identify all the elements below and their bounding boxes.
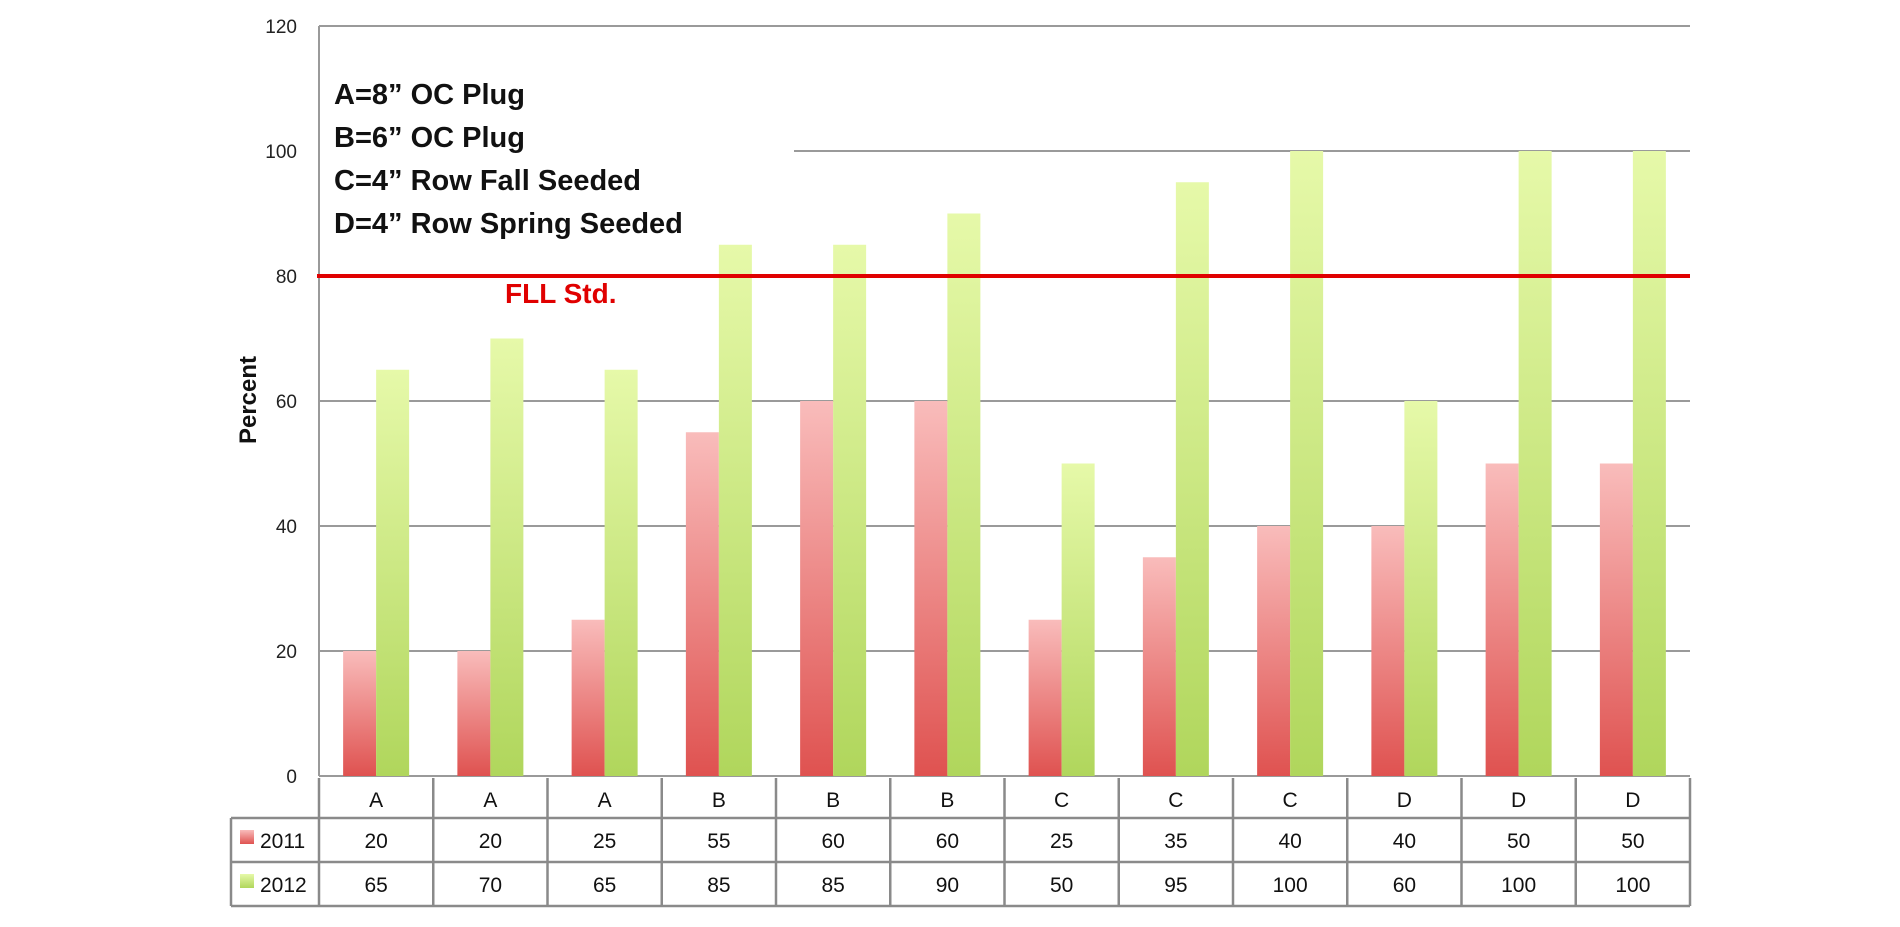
bar-2011 (1371, 526, 1405, 776)
data-label: 35 (1164, 830, 1187, 853)
data-label: 20 (479, 830, 502, 853)
data-label: 60 (1393, 874, 1416, 897)
x-category-label: C (1283, 789, 1298, 812)
x-category-label: C (1168, 789, 1183, 812)
bar-2012 (1404, 401, 1438, 776)
bar-2011 (1028, 619, 1062, 776)
x-category-label: A (483, 789, 497, 812)
bar-2011 (685, 432, 719, 776)
data-label: 85 (707, 874, 730, 897)
bar-2012 (718, 244, 752, 776)
bar-2012 (376, 369, 410, 776)
data-label: 70 (479, 874, 502, 897)
annotation-text: D=4” Row Spring Seeded (334, 208, 683, 240)
bar-2011 (457, 651, 491, 776)
bar-2012 (1061, 463, 1095, 776)
x-category-label: B (826, 789, 840, 812)
x-category-label: A (369, 789, 383, 812)
legend-label: 2011 (260, 830, 305, 853)
legend-swatch-2012 (240, 874, 254, 888)
x-category-label: A (598, 789, 612, 812)
bar-2012 (1632, 151, 1666, 776)
data-label: 65 (593, 874, 616, 897)
y-tick-label: 0 (286, 767, 297, 788)
bar-2012 (1290, 151, 1324, 776)
data-label: 40 (1393, 830, 1416, 853)
bar-2011 (1257, 526, 1291, 776)
data-label: 55 (707, 830, 730, 853)
bar-2011 (800, 401, 834, 776)
data-label: 100 (1615, 874, 1650, 897)
data-label: 100 (1273, 874, 1308, 897)
bar-2011 (1485, 463, 1519, 776)
data-label: 20 (364, 830, 387, 853)
x-category-label: B (940, 789, 954, 812)
bar-2012 (833, 244, 867, 776)
y-tick-label: 20 (276, 642, 297, 663)
bar-2012 (490, 338, 524, 776)
annotation-text: A=8” OC Plug (334, 79, 525, 111)
x-category-label: C (1054, 789, 1069, 812)
data-label: 50 (1621, 830, 1644, 853)
x-category-label: D (1625, 789, 1640, 812)
data-label: 25 (1050, 830, 1073, 853)
data-label: 50 (1507, 830, 1530, 853)
legend-label: 2012 (260, 874, 307, 897)
bar-2012 (604, 369, 638, 776)
y-tick-label: 80 (276, 267, 297, 288)
y-tick-label: 100 (265, 142, 297, 163)
legend-swatch-2011 (240, 830, 254, 844)
bar-2012 (1518, 151, 1552, 776)
data-label: 50 (1050, 874, 1073, 897)
data-label: 100 (1501, 874, 1536, 897)
x-category-label: B (712, 789, 726, 812)
y-tick-label: 40 (276, 517, 297, 538)
bar-2012 (947, 213, 981, 776)
bar-2011 (571, 619, 605, 776)
data-label: 90 (936, 874, 959, 897)
x-category-label: D (1511, 789, 1526, 812)
data-label: 65 (364, 874, 387, 897)
bar-2012 (1175, 182, 1209, 776)
y-axis-label: Percent (235, 356, 262, 444)
data-label: 40 (1278, 830, 1301, 853)
data-label: 95 (1164, 874, 1187, 897)
y-tick-label: 120 (265, 17, 297, 38)
reference-line-label: FLL Std. (505, 278, 616, 309)
bar-2011 (343, 651, 377, 776)
data-label: 60 (936, 830, 959, 853)
x-category-label: D (1397, 789, 1412, 812)
annotation-text: C=4” Row Fall Seeded (334, 165, 641, 197)
data-label: 85 (821, 874, 844, 897)
y-tick-label: 60 (276, 392, 297, 413)
bar-2011 (914, 401, 948, 776)
data-label: 25 (593, 830, 616, 853)
annotation-text: B=6” OC Plug (334, 122, 525, 154)
bar-2011 (1599, 463, 1633, 776)
data-label: 60 (821, 830, 844, 853)
bar-2011 (1142, 557, 1176, 776)
